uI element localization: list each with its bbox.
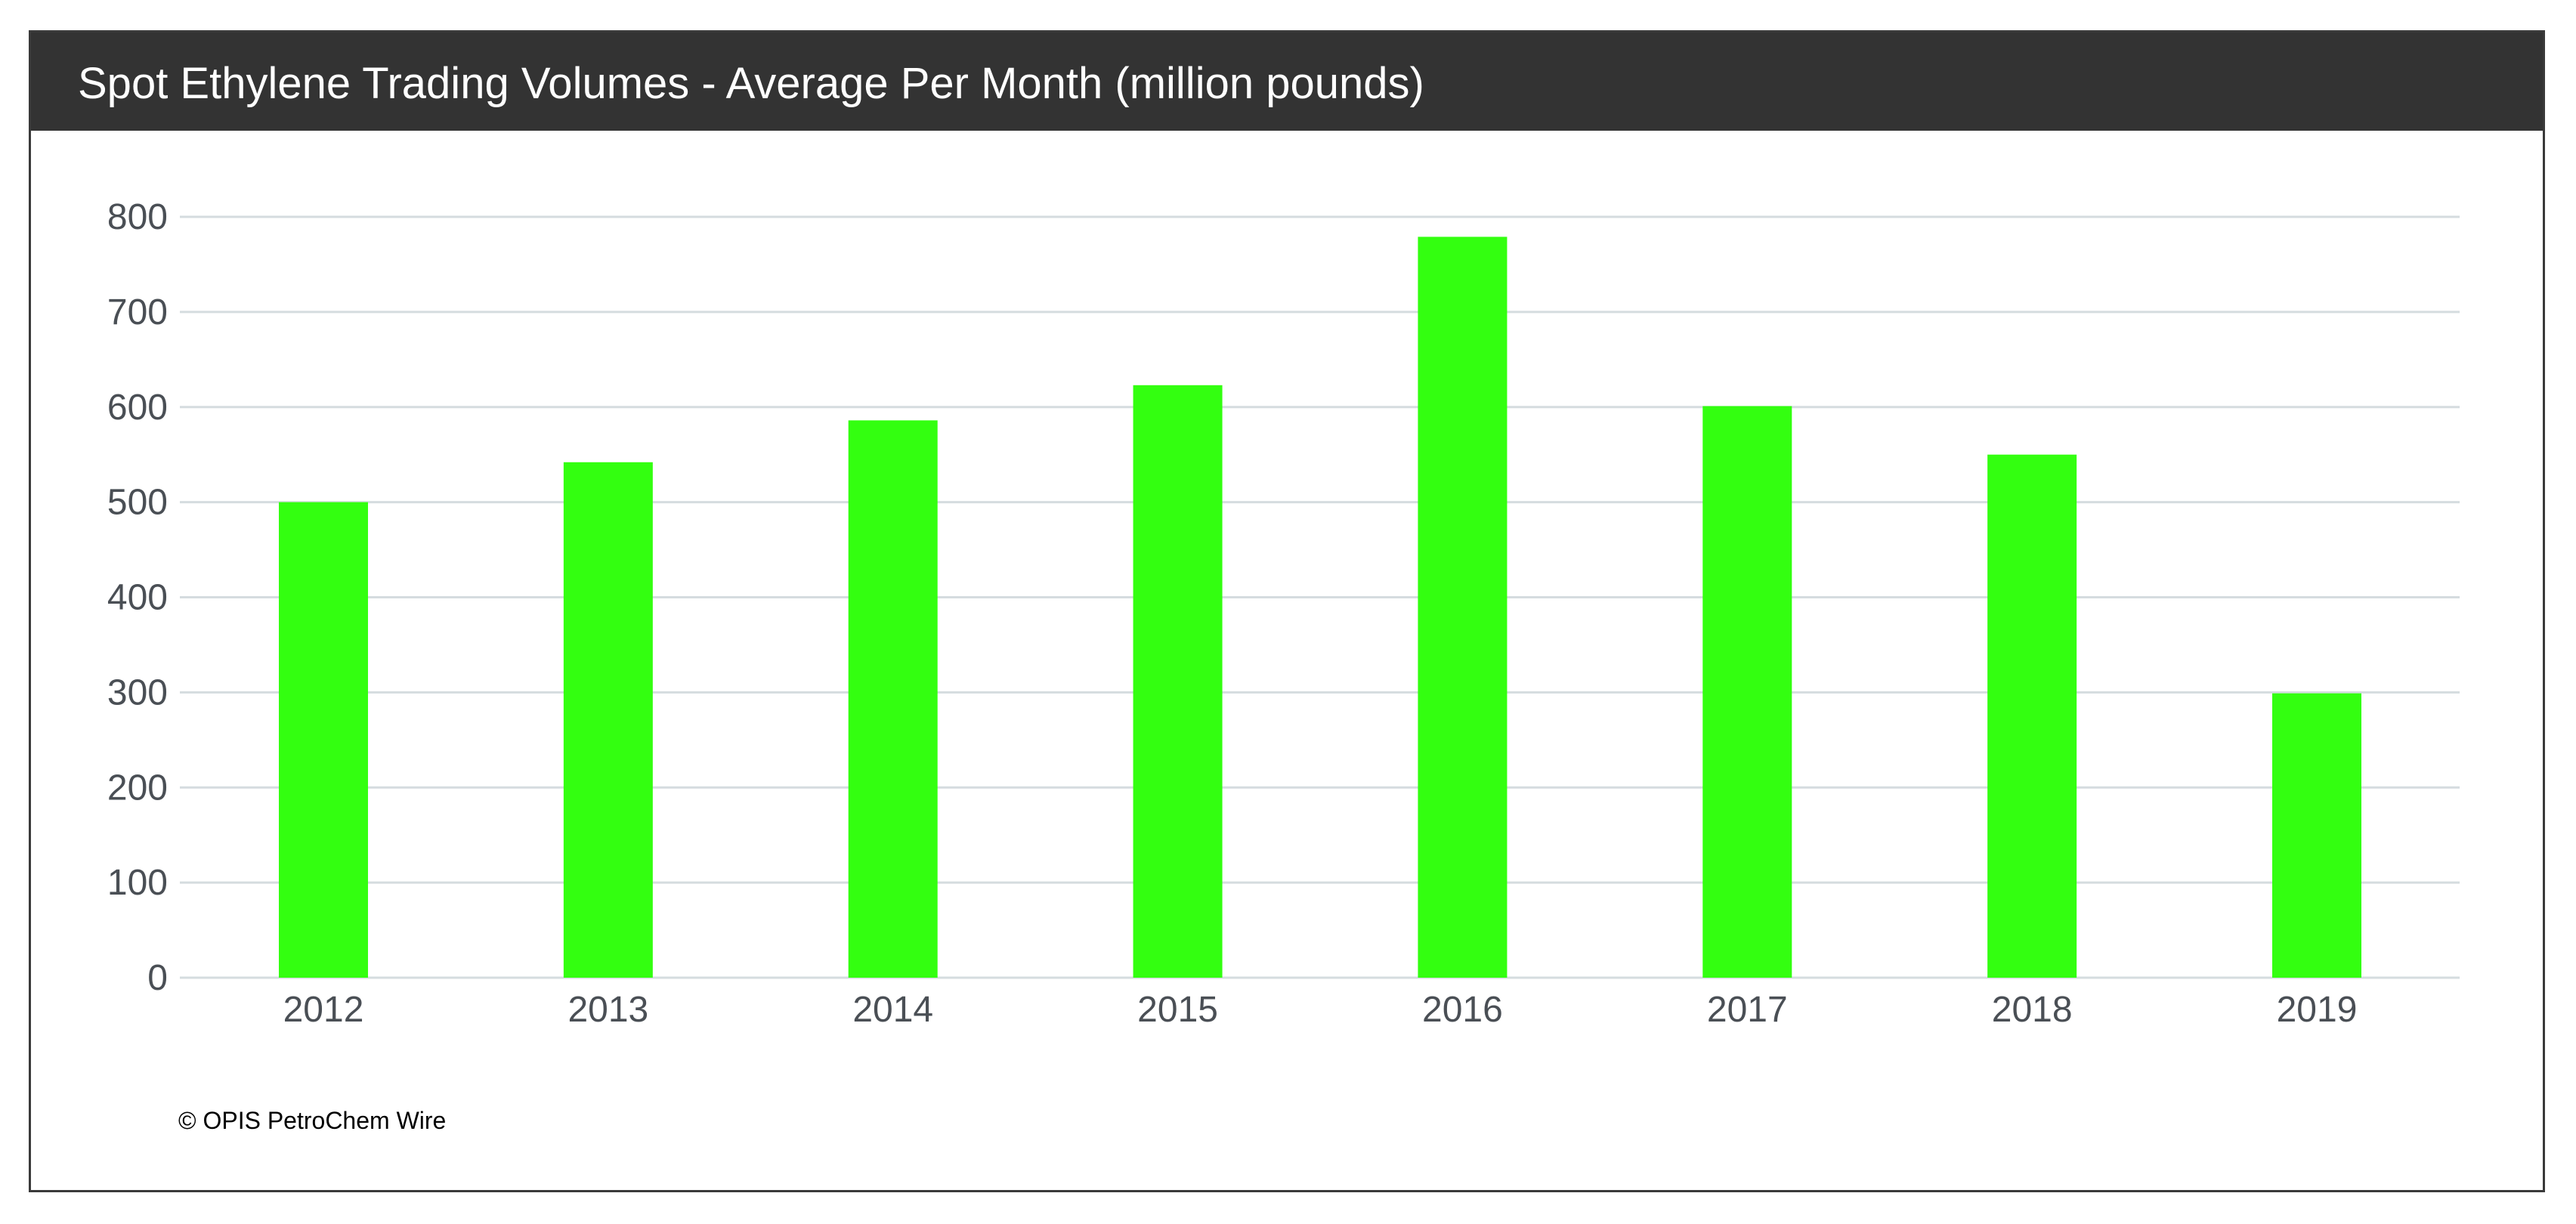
y-tick-label: 400 xyxy=(107,578,168,618)
x-axis-ticks: 2012 2013 2014 2015 2016 2017 2018 2019 xyxy=(283,990,2358,1030)
x-tick-label: 2019 xyxy=(2277,990,2358,1030)
copyright-note: © OPIS PetroChem Wire xyxy=(178,1107,447,1134)
bar-2018 xyxy=(1987,454,2077,978)
bar-2013 xyxy=(563,462,653,978)
x-tick-label: 2013 xyxy=(567,990,648,1030)
x-tick-label: 2015 xyxy=(1137,990,1218,1030)
gridlines xyxy=(180,215,2460,979)
y-tick-label: 100 xyxy=(107,863,168,903)
x-tick-label: 2018 xyxy=(1992,990,2073,1030)
y-axis-ticks: 0 100 200 300 400 500 600 700 800 xyxy=(107,197,168,998)
y-tick-label: 700 xyxy=(107,292,168,332)
x-tick-label: 2012 xyxy=(283,990,364,1030)
bar-2014 xyxy=(848,420,938,978)
bar-2017 xyxy=(1702,406,1792,978)
x-tick-label: 2016 xyxy=(1422,990,1503,1030)
y-tick-label: 300 xyxy=(107,672,168,712)
chart-frame: Spot Ethylene Trading Volumes - Average … xyxy=(29,30,2545,1192)
bar-2019 xyxy=(2272,693,2361,978)
bar-2015 xyxy=(1133,385,1223,978)
chart-title: Spot Ethylene Trading Volumes - Average … xyxy=(78,59,1424,108)
bars xyxy=(279,236,2361,978)
bar-2012 xyxy=(279,502,368,978)
y-tick-label: 0 xyxy=(147,958,168,998)
x-tick-label: 2017 xyxy=(1707,990,1788,1030)
y-tick-label: 600 xyxy=(107,388,168,428)
x-tick-label: 2014 xyxy=(852,990,933,1030)
y-tick-label: 500 xyxy=(107,483,168,523)
y-tick-label: 200 xyxy=(107,768,168,808)
chart-header: Spot Ethylene Trading Volumes - Average … xyxy=(31,32,2543,131)
y-tick-label: 800 xyxy=(107,197,168,237)
bar-2016 xyxy=(1418,236,1508,978)
